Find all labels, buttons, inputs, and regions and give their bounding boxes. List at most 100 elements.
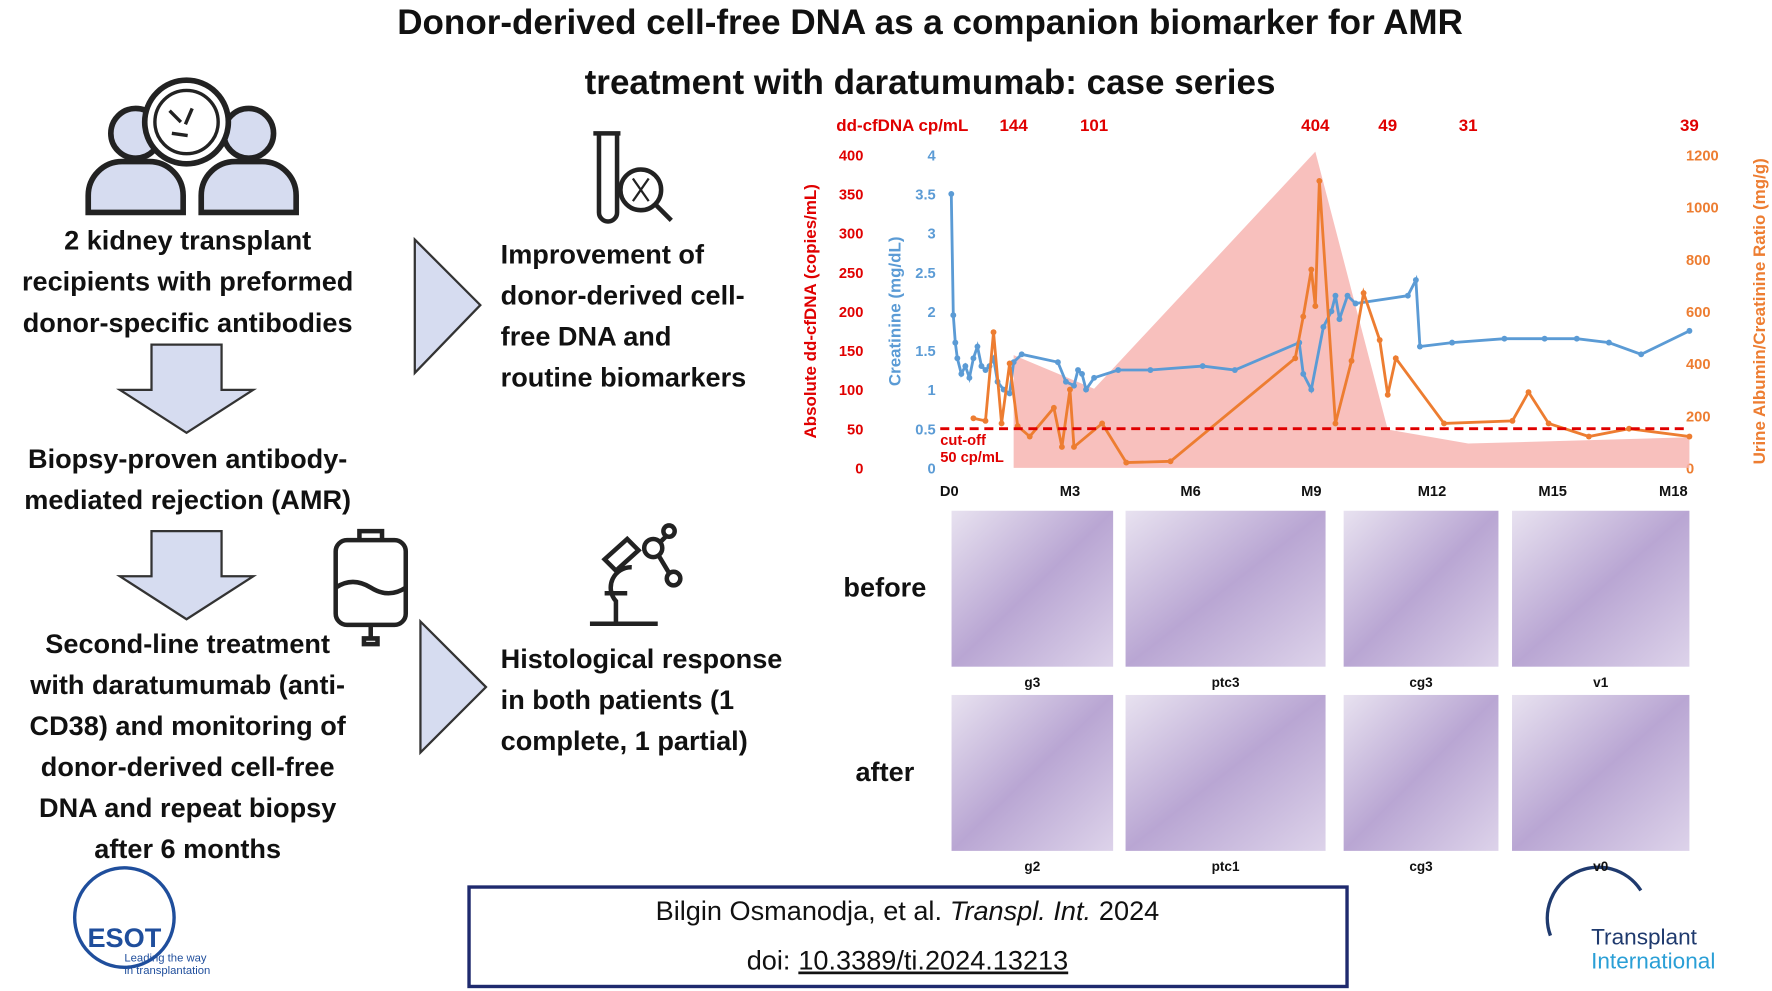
flow-text: mediated rejection (AMR) [24,484,351,515]
histology-image [1512,510,1690,667]
row-label: before [843,572,926,603]
series-point [1054,359,1061,366]
y-tick-label: 50 [847,422,863,438]
esot-tagline: in transplantation [124,965,210,977]
y2-tick-label: 0.5 [915,422,935,438]
series-point [1352,300,1359,307]
y3-tick-label: 400 [1686,357,1710,373]
series-point [1079,370,1085,377]
histology-image [1125,510,1326,667]
series-point [1050,404,1057,411]
x-tick-label: M3 [1060,484,1080,500]
y3-tick-label: 1000 [1686,201,1719,217]
cutoff-label: 50 cp/mL [940,450,1004,466]
series-point [1541,335,1548,342]
series-point [990,329,997,336]
series-point [970,415,977,422]
series-point [1312,303,1319,310]
series-point [1006,390,1013,397]
series-point [1332,420,1339,427]
outcome-text: free DNA and [501,320,672,351]
series-point [1416,343,1423,350]
series-point [1441,420,1447,427]
y3-tick-label: 0 [1686,461,1694,477]
outcome-text: routine biomarkers [501,361,747,392]
y-tick-label: 300 [839,227,863,243]
row-label: after [855,756,914,787]
esot-tagline: Leading the way [124,953,207,965]
dd-cfdna-area [1013,151,1690,468]
dd-cfdna-value-label: 404 [1301,116,1330,135]
series-point [954,355,961,362]
outcome-text: in both patients (1 [501,684,734,715]
flow-text: 2 kidney transplant [64,225,311,256]
series-point [1412,277,1419,283]
series-point [978,363,985,370]
journal: Transpl. Int. [950,895,1091,926]
x-tick-label: M9 [1301,484,1321,500]
histology-image [951,510,1114,667]
series-point [1573,335,1580,342]
series-point [1123,459,1130,466]
flow-text: donor-specific antibodies [23,307,353,338]
flow-text: Biopsy-proven antibody- [28,443,347,474]
top-label: dd-cfDNA cp/mL [836,116,968,135]
series-point [1344,292,1351,299]
doi-prefix: doi: [747,945,791,976]
outcome-text: Histological response [501,643,783,674]
x-tick-label: D0 [940,484,959,500]
flow-text: Second-line treatment [45,628,330,659]
panel-label: g2 [1024,859,1040,874]
series-point [982,367,989,373]
series-point [1392,355,1399,362]
series-point [1606,339,1612,346]
series-point [1336,316,1343,323]
histology-image [1343,510,1499,667]
panel-label: ptc3 [1212,675,1240,690]
series-point [1300,370,1307,377]
histology-image [951,694,1114,851]
y2-tick-label: 4 [928,148,937,164]
title-line: Donor-derived cell-free DNA as a compani… [397,3,1463,42]
series-point [1332,292,1339,299]
series-point [1316,177,1323,184]
y2-tick-label: 2 [928,305,936,321]
test-tube-icon [593,131,673,224]
y2-tick-label: 3 [928,227,936,243]
dd-cfdna-value-label: 101 [1080,116,1108,135]
series-point [1320,324,1327,330]
panel-label: ptc1 [1212,859,1240,874]
y-tick-label: 150 [839,344,863,360]
series-point [1006,360,1013,367]
citation-line: Bilgin Osmanodja, et al. Transpl. Int. 202… [656,895,1160,926]
panel-label: cg3 [1409,859,1433,874]
flow-text: after 6 months [94,833,281,864]
outcome-text: donor-derived cell- [501,279,745,310]
series-point [1384,391,1391,398]
y3-tick-label: 200 [1686,409,1710,425]
dd-cfdna-value-label: 39 [1680,116,1699,135]
series-point [1300,313,1307,320]
outcome-text: complete, 1 partial) [501,725,748,756]
dd-cfdna-value-label: 31 [1459,116,1478,135]
journal-logo-text: Transplant [1591,925,1698,950]
journal-logo-text: International [1591,948,1715,973]
y2-axis-label: Creatinine (mg/dL) [886,236,905,386]
year: 2024 [1099,895,1159,926]
y3-axis-label: Urine Albumin/Creatinine Ratio (mg/g) [1750,158,1769,464]
flow-text: recipients with preformed [22,266,353,297]
panel-label: cg3 [1409,675,1433,690]
series-point [1308,266,1315,273]
series-point [962,363,969,370]
series-point [966,374,973,381]
series-point [1328,308,1335,315]
series-point [1018,351,1025,358]
iv-bag-icon [333,528,409,647]
flow-arrows [116,236,488,756]
citation-box [467,885,1349,989]
y2-tick-label: 0 [928,461,936,477]
series-point [1026,433,1033,440]
y-tick-label: 100 [839,383,863,399]
doi-link: 10.3389/ti.2024.13213 [798,945,1068,976]
